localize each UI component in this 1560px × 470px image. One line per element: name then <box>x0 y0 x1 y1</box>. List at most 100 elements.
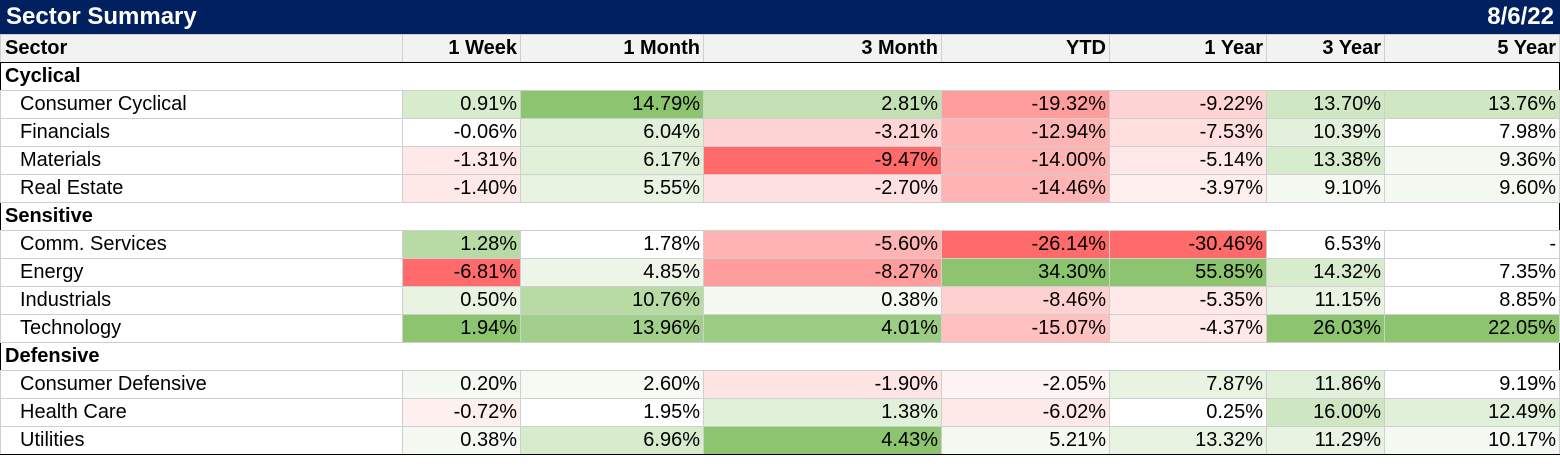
return-cell: 8.85% <box>1384 286 1560 315</box>
group-row: Defensive <box>0 342 1560 371</box>
return-cell: -14.00% <box>941 146 1110 175</box>
return-cell: 2.81% <box>703 90 942 119</box>
sheet-date: 8/6/22 <box>1487 3 1554 30</box>
group-label: Sensitive <box>0 202 1560 231</box>
return-cell: 13.96% <box>520 314 704 343</box>
sector-name: Technology <box>0 314 403 343</box>
sector-name: Consumer Cyclical <box>0 90 403 119</box>
sector-name: Comm. Services <box>0 230 403 259</box>
table-row: Energy -6.81% 4.85% -8.27% 34.30% 55.85% 14.32… <box>0 258 1560 287</box>
return-cell: 0.50% <box>402 286 521 315</box>
return-cell: 7.98% <box>1384 118 1560 147</box>
return-cell: 1.94% <box>402 314 521 343</box>
return-cell: -19.32% <box>941 90 1110 119</box>
return-cell: -30.46% <box>1109 230 1267 259</box>
sector-name: Financials <box>0 118 403 147</box>
return-cell: 14.79% <box>520 90 704 119</box>
return-cell: -6.02% <box>941 398 1110 427</box>
return-cell: -3.97% <box>1109 174 1267 203</box>
sector-name: Energy <box>0 258 403 287</box>
return-cell: 1.38% <box>703 398 942 427</box>
table-row: Financials -0.06% 6.04% -3.21% -12.94% -7.53%… <box>0 118 1560 147</box>
return-cell: 11.86% <box>1266 370 1385 399</box>
group-label: Cyclical <box>0 62 1560 91</box>
return-cell: -12.94% <box>941 118 1110 147</box>
title-bar: Sector Summary 8/6/22 <box>0 0 1560 34</box>
return-cell: -8.46% <box>941 286 1110 315</box>
return-cell: 6.53% <box>1266 230 1385 259</box>
return-cell: 1.78% <box>520 230 704 259</box>
return-cell: -5.35% <box>1109 286 1267 315</box>
return-cell: 14.32% <box>1266 258 1385 287</box>
table-row: Industrials 0.50% 10.76% 0.38% -8.46% -5.35% 1… <box>0 286 1560 315</box>
col-header-3-month: 3 Month <box>703 34 942 63</box>
group-row: Sensitive <box>0 202 1560 231</box>
table-row: Materials -1.31% 6.17% -9.47% -14.00% -5.14% 1… <box>0 146 1560 175</box>
return-cell: 4.43% <box>703 426 942 455</box>
return-cell: -3.21% <box>703 118 942 147</box>
col-header-1-month: 1 Month <box>520 34 704 63</box>
sector-name: Health Care <box>0 398 403 427</box>
col-header-sector: Sector <box>0 34 403 63</box>
return-cell: 12.49% <box>1384 398 1560 427</box>
return-cell: 26.03% <box>1266 314 1385 343</box>
return-cell: 10.39% <box>1266 118 1385 147</box>
return-cell: 7.35% <box>1384 258 1560 287</box>
return-cell: -1.31% <box>402 146 521 175</box>
return-cell: 5.55% <box>520 174 704 203</box>
return-cell: 13.76% <box>1384 90 1560 119</box>
return-cell: -9.47% <box>703 146 942 175</box>
return-cell: -8.27% <box>703 258 942 287</box>
return-cell: -1.90% <box>703 370 942 399</box>
header-row: Sector 1 Week 1 Month 3 Month YTD 1 Year… <box>0 34 1560 63</box>
col-header-ytd: YTD <box>941 34 1110 63</box>
table-row: Health Care -0.72% 1.95% 1.38% -6.02% 0.25% 16… <box>0 398 1560 427</box>
table-row: Consumer Defensive 0.20% 2.60% -1.90% -2.05%… <box>0 370 1560 399</box>
sector-name: Industrials <box>0 286 403 315</box>
return-cell: 9.19% <box>1384 370 1560 399</box>
return-cell: -1.40% <box>402 174 521 203</box>
return-cell: 10.17% <box>1384 426 1560 455</box>
return-cell: -6.81% <box>402 258 521 287</box>
group-row: Cyclical <box>0 62 1560 91</box>
return-cell: 11.15% <box>1266 286 1385 315</box>
return-cell: 34.30% <box>941 258 1110 287</box>
table-row: Real Estate -1.40% 5.55% -2.70% -14.46% -3.97… <box>0 174 1560 203</box>
col-header-1-year: 1 Year <box>1109 34 1267 63</box>
return-cell: 9.60% <box>1384 174 1560 203</box>
return-cell: 11.29% <box>1266 426 1385 455</box>
return-cell: 2.60% <box>520 370 704 399</box>
return-cell: -4.37% <box>1109 314 1267 343</box>
group-label: Defensive <box>0 342 1560 371</box>
return-cell: 0.38% <box>402 426 521 455</box>
return-cell: 5.21% <box>941 426 1110 455</box>
sector-name: Consumer Defensive <box>0 370 403 399</box>
return-cell: -15.07% <box>941 314 1110 343</box>
return-cell: -9.22% <box>1109 90 1267 119</box>
return-cell: 0.91% <box>402 90 521 119</box>
return-cell: 4.01% <box>703 314 942 343</box>
return-cell: 13.38% <box>1266 146 1385 175</box>
sheet-title: Sector Summary <box>6 3 197 30</box>
col-header-3-year: 3 Year <box>1266 34 1385 63</box>
return-cell: -5.60% <box>703 230 942 259</box>
return-cell: 6.17% <box>520 146 704 175</box>
return-cell: -5.14% <box>1109 146 1267 175</box>
return-cell: 22.05% <box>1384 314 1560 343</box>
table-body: Cyclical Consumer Cyclical 0.91% 14.79% 2.81… <box>0 62 1560 455</box>
return-cell: 4.85% <box>520 258 704 287</box>
table-row: Comm. Services 1.28% 1.78% -5.60% -26.14% -30… <box>0 230 1560 259</box>
return-cell: -7.53% <box>1109 118 1267 147</box>
sector-table: Sector 1 Week 1 Month 3 Month YTD 1 Year… <box>0 34 1560 455</box>
return-cell: -0.72% <box>402 398 521 427</box>
return-cell: -26.14% <box>941 230 1110 259</box>
sector-name: Materials <box>0 146 403 175</box>
return-cell: 0.20% <box>402 370 521 399</box>
return-cell: 10.76% <box>520 286 704 315</box>
sector-name: Utilities <box>0 426 403 455</box>
return-cell: -2.05% <box>941 370 1110 399</box>
return-cell: 6.96% <box>520 426 704 455</box>
table-row: Technology 1.94% 13.96% 4.01% -15.07% -4.37% 2… <box>0 314 1560 343</box>
return-cell: -2.70% <box>703 174 942 203</box>
